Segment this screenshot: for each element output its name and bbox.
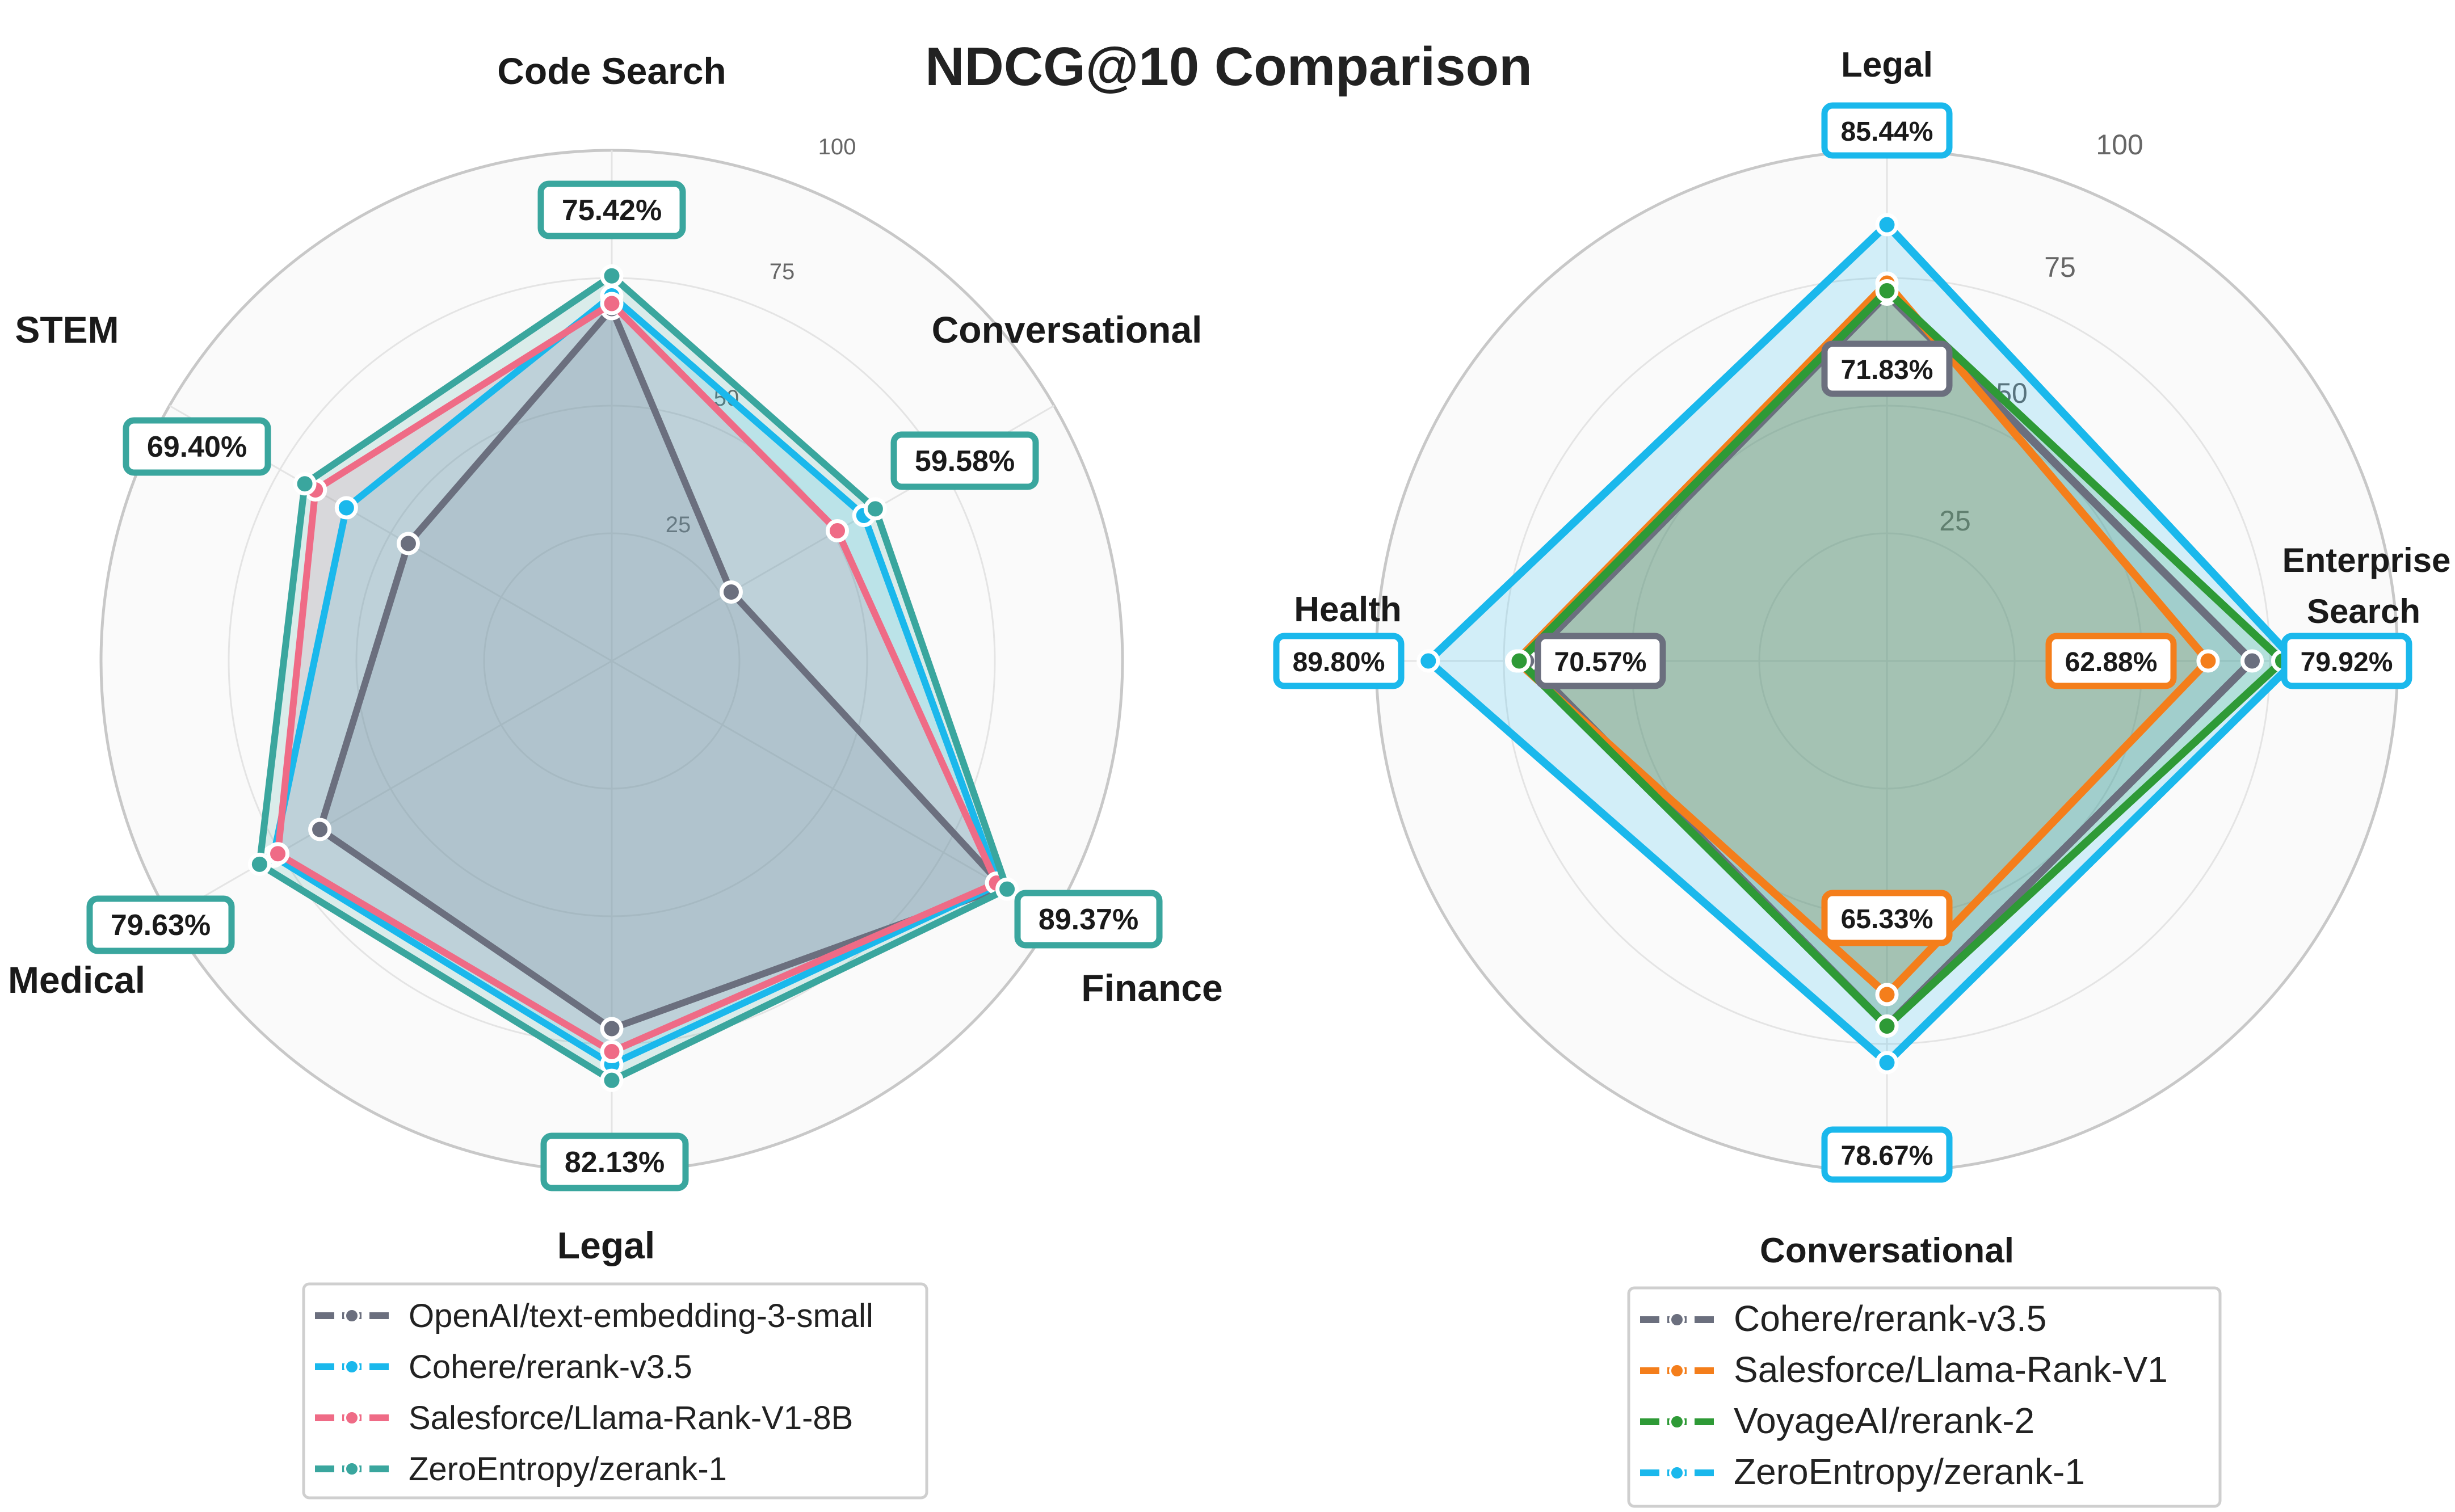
axis-label-conversational: Conversational (1760, 1231, 2014, 1270)
legend-swatch-dot-cohere-rerank-v3-5 (344, 1359, 360, 1375)
annotation-text-1: 85.44% (1841, 117, 1933, 147)
legend-label-cohere-rerank-v3-5: Cohere/rerank-v3.5 (409, 1349, 692, 1385)
series-point-salesforce-llama-rank-v1-8b-medical (266, 842, 290, 866)
legend-label-zeroentropy-zerank-1: ZeroEntropy/zerank-1 (409, 1451, 727, 1488)
annotation-box-5 (86, 895, 235, 954)
legend-label-zeroentropy-zerank-1: ZeroEntropy/zerank-1 (1734, 1451, 2085, 1492)
legend-label-cohere-rerank-v3-5: Cohere/rerank-v3.5 (1734, 1298, 2046, 1339)
series-point-zeroentropy-zerank-1-legal (600, 1068, 624, 1092)
legend-swatch-dot-salesforce-llama-rank-v1-8b (344, 1410, 360, 1426)
axis-label-conversational: Conversational (932, 309, 1203, 351)
annotation-text-1: 75.42% (562, 194, 662, 227)
axis-label-enterprise-search: Enterprise Search (2282, 541, 2451, 630)
annotation-text-5: 79.63% (111, 909, 211, 942)
legend-label-voyageai-rerank-2: VoyageAI/rerank-2 (1734, 1400, 2034, 1441)
axis-label-stem: STEM (15, 309, 119, 351)
series-point-salesforce-llama-rank-v1-8b-legal (600, 1040, 624, 1063)
annotation-box-7 (1273, 633, 1405, 689)
annotation-text-8: 70.57% (1554, 647, 1647, 677)
annotation-box-4 (2045, 633, 2177, 689)
series-point-zeroentropy-zerank-1-legal (1875, 213, 1899, 237)
axis-label-legal: Legal (557, 1224, 655, 1266)
legend-label-salesforce-llama-rank-v1-8b: Salesforce/Llama-Rank-V1-8B (409, 1400, 853, 1437)
series-point-openai-text-embedding-3-small-conversational (719, 580, 743, 604)
series-point-zeroentropy-zerank-1-conversational (863, 497, 887, 521)
axis-label-line-2: Search (2307, 592, 2420, 630)
tick-label-75: 75 (2044, 251, 2076, 283)
annotation-text-3: 79.92% (2301, 647, 2393, 677)
legend-frame (302, 1282, 928, 1500)
series-point-cohere-rerank-v3-5-stem (334, 496, 358, 520)
axis-label-medical: Medical (8, 959, 145, 1001)
legend-2: Cohere/rerank-v3.5 Salesforce/Llama-Rank-… (1627, 1286, 2222, 1508)
annotation-box-3 (2281, 633, 2412, 689)
annotation-text-6: 65.33% (1841, 904, 1933, 934)
spoke-medical (169, 660, 612, 917)
annotation-text-5: 78.67% (1841, 1141, 1933, 1171)
annotation-text-2: 71.83% (1841, 355, 1933, 385)
annotation-text-2: 59.58% (915, 445, 1015, 478)
annotation-box-1 (1821, 102, 1953, 159)
legend-label-salesforce-llama-rank-v1: Salesforce/Llama-Rank-V1 (1734, 1349, 2168, 1390)
series-fill-openai-text-embedding-3-small (320, 309, 1003, 1029)
series-point-zeroentropy-zerank-1-medical (247, 852, 271, 876)
series-point-voyageai-rerank-2-conversational (1875, 1014, 1899, 1038)
legend-swatch-dot-zeroentropy-zerank-1 (344, 1461, 360, 1477)
axis-label-finance: Finance (1081, 967, 1222, 1009)
series-point-zeroentropy-zerank-1-conversational (1875, 1051, 1899, 1075)
chart-title: NDCG@10 Comparison (925, 36, 1532, 97)
tick-label-100: 100 (2096, 129, 2143, 161)
annotation-text-6: 69.40% (147, 431, 247, 464)
series-point-openai-text-embedding-3-small-medical (308, 818, 332, 841)
legend-1: OpenAI/text-embedding-3-small Cohere/rera… (302, 1282, 928, 1500)
legend-frame (1627, 1286, 2222, 1508)
series-point-salesforce-llama-rank-v1-8b-conversational (826, 519, 850, 542)
annotation-box-6 (1821, 890, 1953, 946)
series-point-salesforce-llama-rank-v1-enterprise-search (2196, 649, 2220, 673)
annotation-text-4: 62.88% (2065, 647, 2158, 677)
series-point-voyageai-rerank-2-legal (1875, 279, 1899, 302)
series-point-zeroentropy-zerank-1-stem (293, 472, 317, 496)
annotation-box-6 (123, 417, 271, 476)
axis-label-legal: Legal (1841, 45, 1933, 85)
tick-label-25: 25 (1939, 505, 1971, 537)
annotation-box-1 (537, 180, 686, 239)
annotation-text-7: 89.80% (1293, 647, 1385, 677)
series-point-salesforce-llama-rank-v1-8b-code-search (600, 292, 624, 315)
series-point-openai-text-embedding-3-small-legal (600, 1017, 624, 1041)
spoke-finance (611, 660, 1055, 917)
annotation-box-2 (890, 431, 1039, 490)
series-point-zeroentropy-zerank-1-finance (995, 877, 1019, 901)
axis-label-health: Health (1294, 590, 1401, 629)
legend-swatch-dot-salesforce-llama-rank-v1 (1669, 1363, 1685, 1379)
series-point-salesforce-llama-rank-v1-conversational (1875, 983, 1899, 1006)
series-point-openai-text-embedding-3-small-stem (396, 532, 420, 555)
legend-swatch-dot-voyageai-rerank-2 (1669, 1414, 1685, 1430)
legend-label-openai-text-embedding-3-small: OpenAI/text-embedding-3-small (409, 1298, 873, 1334)
tick-label-25: 25 (666, 512, 691, 537)
series-point-zeroentropy-zerank-1-code-search (600, 264, 624, 288)
tick-label-75: 75 (770, 259, 795, 284)
legend-swatch-dot-openai-text-embedding-3-small (344, 1308, 360, 1324)
tick-label-100: 100 (818, 134, 856, 159)
annotation-box-4 (540, 1132, 689, 1191)
axis-label-line-1: Enterprise (2282, 541, 2451, 579)
series-point-voyageai-rerank-2-health (1507, 649, 1531, 673)
annotation-box-8 (1535, 633, 1666, 689)
annotation-text-3: 89.37% (1039, 903, 1138, 936)
series-point-zeroentropy-zerank-1-health (1416, 649, 1440, 673)
legend-swatch-dot-cohere-rerank-v3-5 (1669, 1312, 1685, 1328)
annotation-box-3 (1014, 890, 1163, 949)
legend-swatch-dot-zeroentropy-zerank-1 (1669, 1465, 1685, 1481)
series-point-cohere-rerank-v3-5-enterprise-search (2240, 649, 2264, 673)
axis-label-code-search: Code Search (497, 50, 726, 92)
annotation-box-2 (1821, 340, 1953, 397)
annotation-text-4: 82.13% (565, 1146, 665, 1179)
annotation-box-5 (1821, 1126, 1953, 1183)
